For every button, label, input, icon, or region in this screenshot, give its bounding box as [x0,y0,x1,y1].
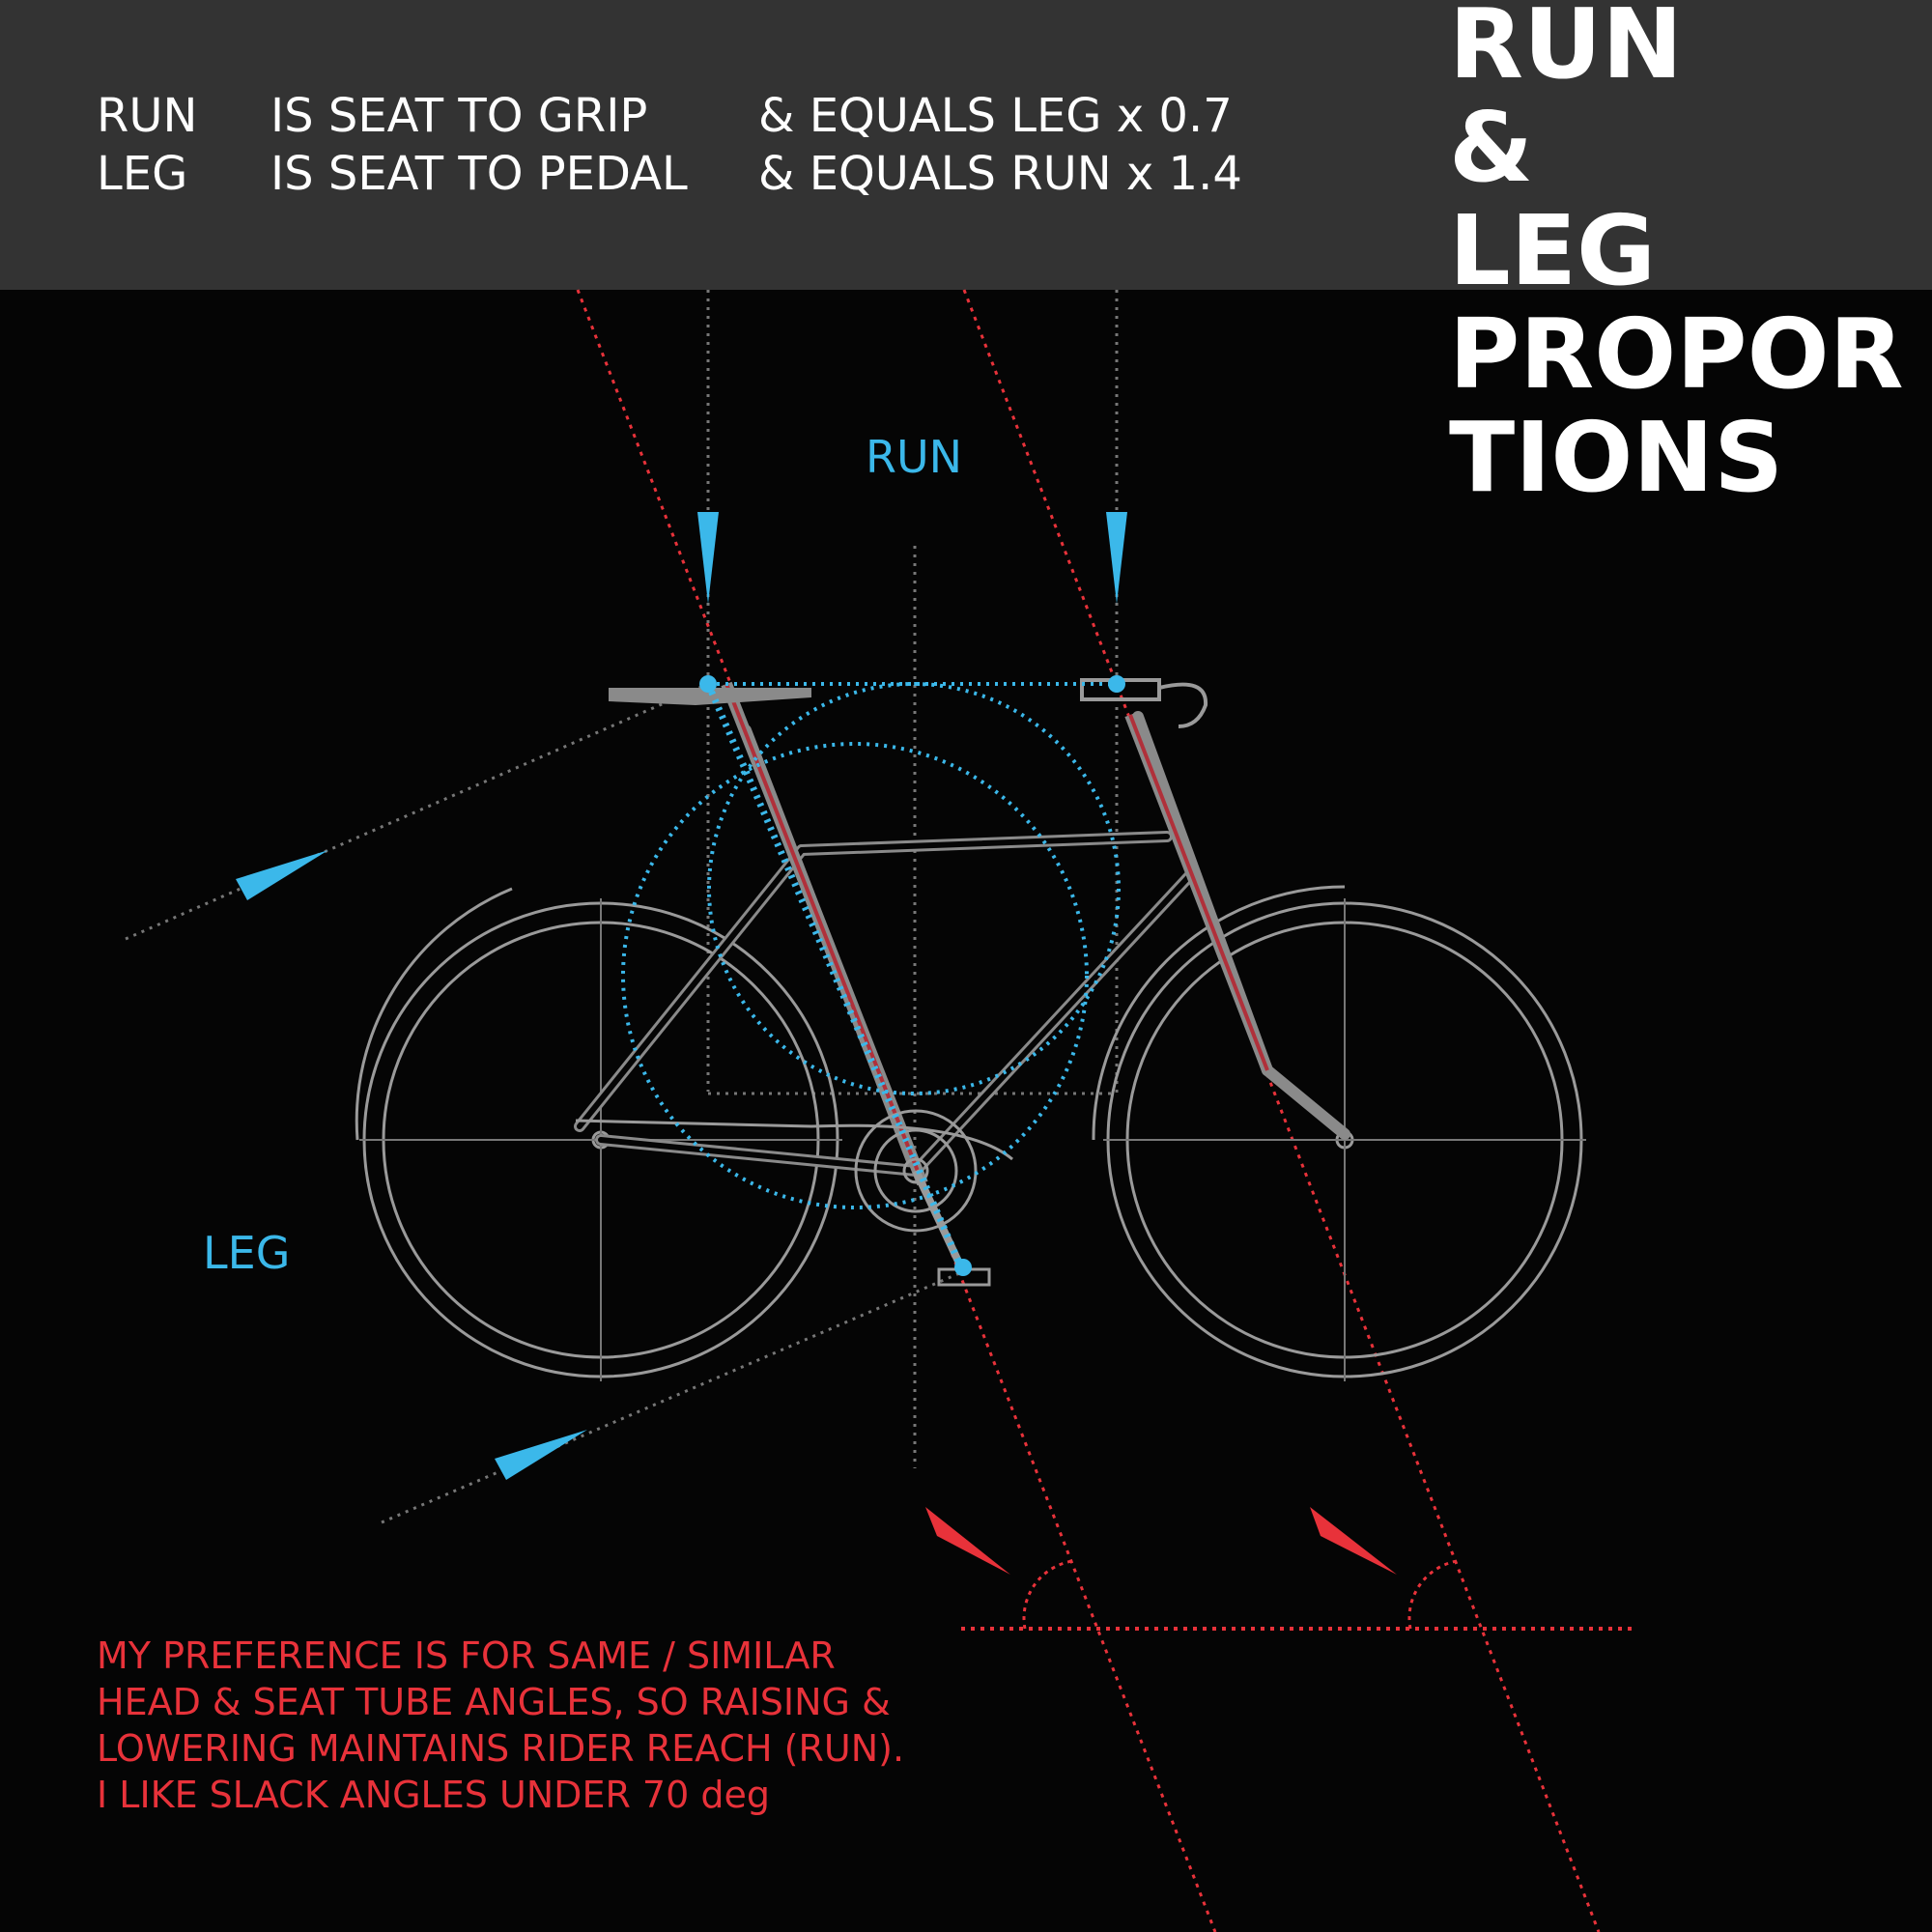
leg-label: LEG [203,1227,291,1279]
chainguard [575,1119,1013,1161]
pedal-point [954,1259,972,1276]
note-line: LOWERING MAINTAINS RIDER REACH (RUN). [97,1727,905,1770]
header-term-leg: LEG [97,147,188,201]
head-angle-arc [1407,1559,1458,1630]
rear-wheel [355,887,839,1378]
title-line: LEG [1449,194,1657,307]
head-angle-line [962,289,1601,1932]
title-line: TIONS [1449,401,1784,514]
grip-point [1108,675,1125,693]
note-line: I LIKE SLACK ANGLES UNDER 70 deg [97,1774,770,1816]
preference-note: MY PREFERENCE IS FOR SAME / SIMILAR HEAD… [97,1633,904,1818]
head-angle-arrow [1310,1507,1397,1575]
note-line: MY PREFERENCE IS FOR SAME / SIMILAR [97,1634,836,1677]
header-term-run: RUN [97,89,198,143]
leg-guide-upper [125,682,709,941]
seat-angle-arc [1022,1559,1073,1630]
note-line: HEAD & SEAT TUBE ANGLES, SO RAISING & [97,1681,891,1723]
leg-arrow-lower [495,1430,587,1480]
head-tube-center [1128,714,1269,1071]
saddle [609,688,811,705]
header-definition-leg: IS SEAT TO PEDAL [270,147,688,201]
run-label: RUN [866,431,963,483]
title-line: RUN [1449,0,1683,100]
header-equation-run: & EQUALS LEG x 0.7 [758,89,1233,143]
chainring [854,1109,978,1233]
run-arrow-left [697,512,719,604]
run-leg-construction [621,682,1121,1269]
seat-point [699,675,717,693]
seat-angle-arrow [925,1507,1010,1575]
header-band: RUN IS SEAT TO GRIP & EQUALS LEG x 0.7 L… [0,0,1932,290]
leg-arrow-upper [236,850,328,900]
handlebar [1080,678,1208,728]
page-title: RUN & LEG PROPOR TIONS [1449,0,1904,509]
title-line: PROPOR [1449,298,1904,411]
leg-guide-lower [381,1269,965,1524]
header-definition-run: IS SEAT TO GRIP [270,89,648,143]
header-equation-leg: & EQUALS RUN x 1.4 [758,147,1242,201]
title-line: & [1449,91,1534,204]
run-arrow-right [1106,512,1127,604]
bike-frame-inner [577,834,1195,1174]
